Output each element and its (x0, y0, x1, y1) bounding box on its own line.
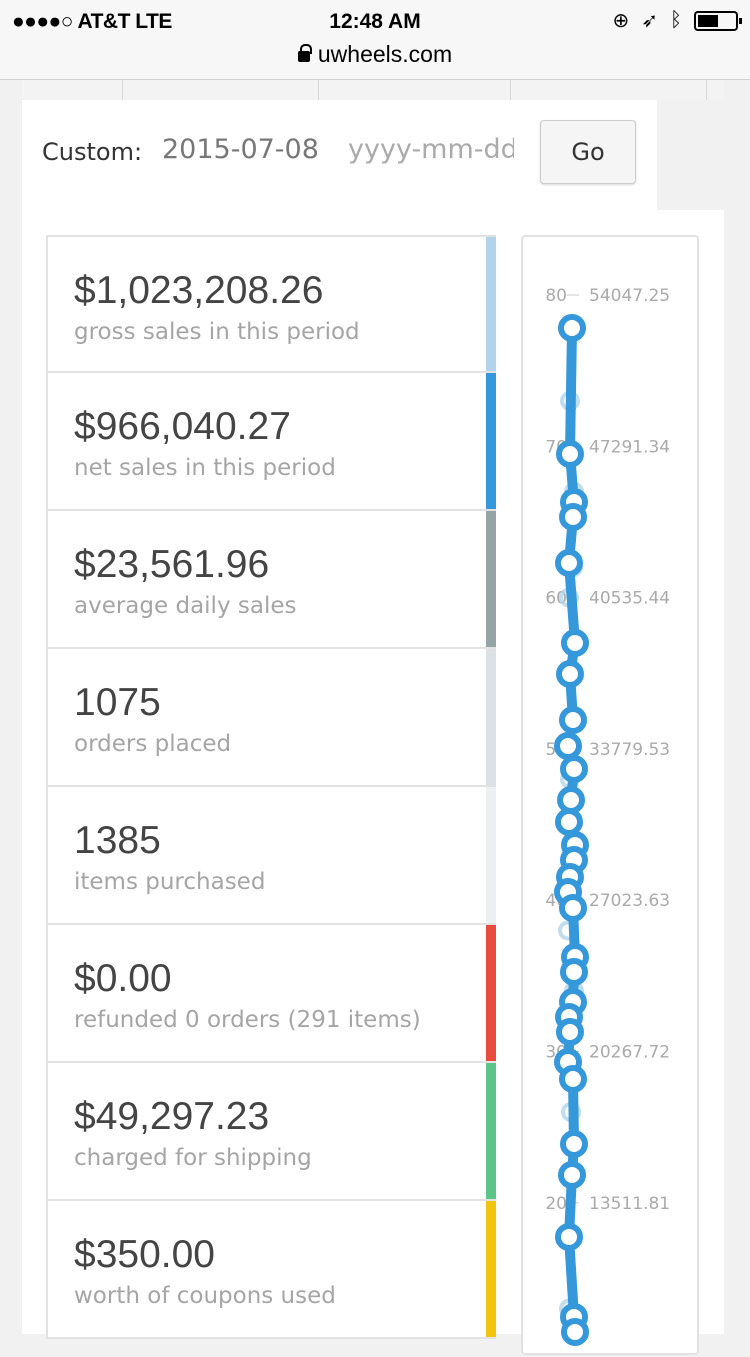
sales-point (554, 731, 582, 760)
sales-point (560, 754, 588, 783)
stat-label: charged for shipping (74, 1145, 312, 1171)
status-bar: ●●●●○ AT&T LTE 12:48 AM ⊕ ➶ ᛒ uwheels.co… (0, 0, 750, 80)
custom-label: Custom: (42, 138, 143, 166)
stat-value: $0.00 (74, 957, 172, 1000)
stat-value: 1075 (74, 681, 161, 724)
stat-value: $49,297.23 (74, 1095, 270, 1138)
stats-list: $1,023,208.26 gross sales in this period… (46, 235, 496, 1339)
stat-label: items purchased (74, 869, 266, 895)
stat-label: worth of coupons used (74, 1283, 336, 1309)
right-tick-label: 47291.34 (589, 437, 670, 457)
stat-label: orders placed (74, 731, 232, 757)
stat-value: $1,023,208.26 (74, 269, 324, 312)
stat-card[interactable]: $966,040.27 net sales in this period (46, 373, 496, 511)
sales-point (558, 1160, 586, 1189)
sales-point (560, 957, 588, 986)
sales-point (556, 659, 584, 688)
right-tick-label: 13511.81 (589, 1194, 670, 1214)
clock: 12:48 AM (329, 10, 421, 33)
end-date-input[interactable] (348, 134, 514, 165)
left-tick-label: 80 (545, 286, 567, 306)
sales-point (556, 439, 584, 468)
stat-label: average daily sales (74, 593, 297, 619)
sales-chart: 8054047.257047291.346040535.445033779.53… (521, 235, 699, 1355)
sales-point (555, 548, 583, 577)
carrier: ●●●●○ AT&T (12, 10, 130, 33)
stat-color-bar (486, 511, 496, 647)
stat-card[interactable]: $23,561.96 average daily sales (46, 511, 496, 649)
sales-point (555, 807, 583, 836)
report-panel: $1,023,208.26 gross sales in this period… (22, 210, 724, 1355)
sales-point (559, 893, 587, 922)
stat-value: $966,040.27 (74, 405, 291, 448)
right-tick-label: 20267.72 (589, 1043, 670, 1063)
stat-card[interactable]: 1385 items purchased (46, 787, 496, 925)
stat-label: refunded 0 orders (291 items) (74, 1007, 421, 1033)
stat-value: $23,561.96 (74, 543, 270, 586)
right-tick-label: 27023.63 (589, 891, 670, 911)
bluetooth-icon: ᛒ (670, 9, 682, 31)
right-tick-label: 40535.44 (589, 589, 670, 609)
url-text: uwheels.com (317, 41, 453, 67)
stat-card[interactable]: $1,023,208.26 gross sales in this period (46, 235, 496, 373)
right-tick-label: 33779.53 (589, 740, 670, 760)
sales-point (556, 1017, 584, 1046)
chart-svg: 8054047.257047291.346040535.445033779.53… (545, 286, 670, 1346)
stat-card[interactable]: $350.00 worth of coupons used (46, 1201, 496, 1339)
stat-card[interactable]: $0.00 refunded 0 orders (291 items) (46, 925, 496, 1063)
address-bar[interactable]: uwheels.com (0, 41, 750, 68)
stat-card[interactable]: $49,297.23 charged for shipping (46, 1063, 496, 1201)
stat-color-bar (486, 1063, 496, 1199)
sales-point (557, 785, 585, 814)
stat-value: $350.00 (74, 1233, 215, 1276)
start-date-input[interactable] (162, 134, 327, 165)
table-header-remnant (22, 80, 724, 100)
stat-color-bar (486, 925, 496, 1061)
sales-point (559, 502, 587, 531)
stat-color-bar (486, 649, 496, 785)
stat-label: net sales in this period (74, 455, 336, 481)
right-tick-label: 54047.25 (589, 286, 670, 306)
sales-point (561, 628, 589, 657)
custom-date-range: Custom: Go (22, 100, 657, 212)
sales-point (559, 705, 587, 734)
stat-color-bar (486, 1201, 496, 1337)
battery-icon (694, 10, 742, 31)
network-type: LTE (135, 10, 172, 33)
stat-color-bar (486, 787, 496, 923)
sales-point (555, 1222, 583, 1251)
lock-icon (297, 44, 312, 62)
stat-color-bar (486, 237, 496, 371)
sales-point (558, 313, 586, 342)
rotation-lock-icon: ⊕ (612, 10, 630, 32)
stat-card[interactable]: 1075 orders placed (46, 649, 496, 787)
location-icon: ➶ (641, 10, 658, 32)
sales-point (560, 1129, 588, 1158)
stat-label: gross sales in this period (74, 319, 360, 345)
stat-value: 1385 (74, 819, 161, 862)
sales-point (561, 1317, 589, 1346)
stat-color-bar (486, 373, 496, 509)
left-tick-label: 20 (545, 1194, 567, 1214)
go-button[interactable]: Go (540, 120, 636, 184)
sales-point (559, 1064, 587, 1093)
carrier-signal: ●●●●○ AT&T LTE (12, 10, 172, 34)
